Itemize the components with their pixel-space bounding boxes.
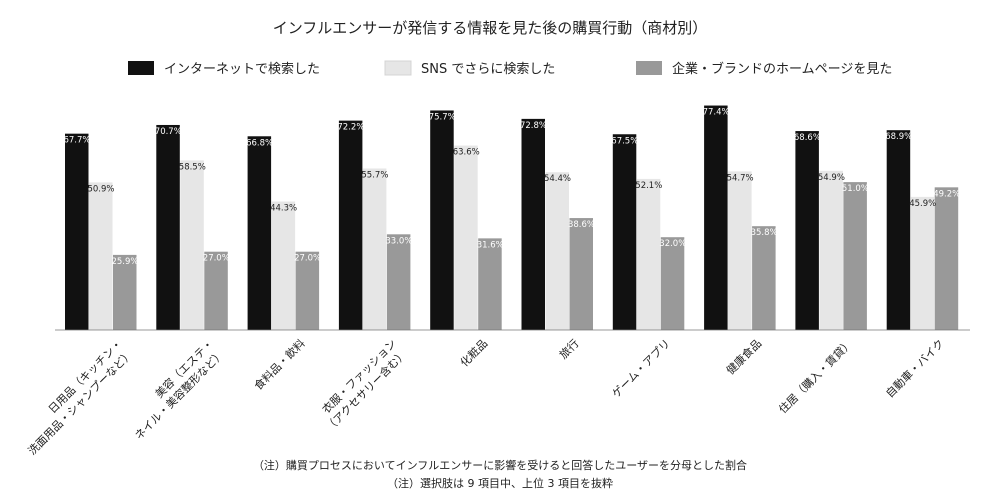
value-label-2-6: 54.4%	[544, 174, 571, 184]
footnote-2: （注）選択肢は 9 項目中、上位 3 項目を抜粋	[387, 476, 613, 490]
bar-2-10	[910, 196, 935, 330]
legend-swatch-3	[636, 61, 662, 75]
bar-2-3	[271, 201, 296, 330]
value-label-1-5: 75.7%	[429, 112, 456, 122]
bar-3-10	[934, 187, 959, 330]
value-label-3-9: 51.0%	[842, 184, 869, 194]
bar-1-5	[430, 110, 454, 330]
category-label-1-line-2: 洗面用品・シャンプーなど）	[26, 348, 136, 458]
category-label-3: 食料品・飲料	[251, 336, 308, 393]
bar-2-1	[89, 182, 113, 330]
category-label-7: ゲーム・アプリ	[610, 337, 673, 400]
footnote-1: （注）購買プロセスにおいてインフルエンサーに影響を受けると回答したユーザーを分母…	[253, 458, 747, 472]
category-label-2-line-2: ネイル・美容整形など）	[132, 347, 227, 442]
value-label-2-3: 44.3%	[270, 204, 297, 214]
bar-3-5	[478, 238, 502, 330]
value-label-2-5: 63.6%	[453, 148, 480, 158]
value-label-3-8: 35.8%	[751, 228, 778, 238]
bar-3-9	[843, 182, 867, 330]
category-label-1: 日用品（キッチン・洗面用品・シャンプーなど）	[15, 337, 136, 458]
value-label-1-9: 68.6%	[794, 133, 821, 143]
category-label-4: 衣服・ファッション（アクセサリー含む）	[312, 336, 410, 434]
bar-3-2	[204, 251, 228, 330]
value-label-1-7: 67.5%	[611, 136, 638, 146]
bar-2-8	[728, 171, 752, 330]
legend-swatch-1	[128, 61, 154, 75]
bar-2-5	[454, 145, 478, 330]
category-label-2: 美容（エステ・ネイル・美容整形など）	[121, 336, 227, 442]
bar-1-3	[247, 136, 272, 330]
bar-3-6	[569, 218, 593, 330]
bar-2-9	[819, 170, 843, 330]
value-label-1-8: 77.4%	[703, 108, 730, 118]
value-label-1-10: 68.9%	[885, 132, 912, 142]
category-label-8: 健康食品	[723, 336, 764, 377]
value-label-2-9: 54.9%	[818, 173, 845, 183]
value-label-2-1: 50.9%	[87, 184, 114, 194]
value-label-2-4: 55.7%	[361, 170, 388, 180]
value-label-3-4: 33.0%	[385, 236, 412, 246]
value-label-3-6: 38.6%	[568, 220, 595, 230]
bar-1-8	[704, 105, 728, 330]
legend-label-1: インターネットで検索した	[164, 62, 320, 77]
value-label-2-10: 45.9%	[909, 199, 936, 209]
bar-3-7	[660, 237, 685, 330]
bar-2-2	[180, 160, 204, 330]
category-label-5: 化粧品	[457, 336, 490, 369]
category-label-5-line-1: 化粧品	[457, 336, 490, 369]
bar-1-9	[795, 131, 819, 330]
category-label-10-line-1: 自動車・バイク	[883, 336, 947, 400]
bar-1-2	[156, 124, 180, 330]
bar-3-8	[752, 226, 776, 330]
bar-1-6	[521, 118, 545, 330]
category-label-9: 住居（購入・賃貸）	[776, 336, 856, 416]
bar-1-7	[612, 134, 637, 330]
bar-3-4	[386, 234, 411, 330]
value-label-1-2: 70.7%	[155, 127, 182, 137]
value-labels: 67.7% 50.9% 25.9% 70.7% 58.5% 27.0% 66.8% 44.3%…	[63, 108, 960, 267]
value-label-1-6: 72.8%	[520, 121, 547, 131]
value-label-1-4: 72.2%	[337, 123, 364, 133]
bar-2-6	[545, 172, 569, 330]
value-label-2-2: 58.5%	[179, 162, 206, 172]
value-label-3-7: 32.0%	[659, 239, 686, 249]
legend-swatch-2	[384, 60, 412, 76]
value-label-2-7: 52.1%	[635, 181, 662, 191]
category-label-3-line-1: 食料品・飲料	[251, 336, 308, 393]
category-label-6: 旅行	[556, 336, 581, 361]
value-label-3-1: 25.9%	[111, 257, 138, 267]
category-label-6-line-1: 旅行	[556, 336, 581, 361]
legend: インターネットで検索した SNS でさらに検索した 企業・ブランドのホームページを見…	[128, 60, 892, 77]
legend-label-2: SNS でさらに検索した	[421, 62, 555, 77]
bars	[65, 105, 959, 331]
legend-label-3: 企業・ブランドのホームページを見た	[672, 61, 892, 77]
value-label-2-8: 54.7%	[727, 173, 754, 183]
value-label-3-2: 27.0%	[203, 254, 230, 264]
bar-3-1	[113, 254, 137, 330]
bar-1-4	[338, 120, 363, 331]
bar-2-7	[636, 178, 661, 330]
value-label-1-1: 67.7%	[63, 136, 90, 146]
bar-2-4	[362, 168, 387, 330]
value-label-3-5: 31.6%	[477, 240, 504, 250]
value-label-3-3: 27.0%	[294, 254, 321, 264]
bar-1-10	[886, 130, 911, 330]
bar-3-3	[295, 251, 320, 330]
category-label-8-line-1: 健康食品	[723, 336, 764, 377]
category-label-9-line-1: 住居（購入・賃貸）	[776, 336, 856, 416]
value-label-3-10: 49.2%	[933, 189, 960, 199]
chart-title: インフルエンサーが発信する情報を見た後の購買行動（商材別）	[273, 19, 708, 37]
value-label-1-3: 66.8%	[246, 138, 273, 148]
category-labels: 日用品（キッチン・洗面用品・シャンプーなど） 美容（エステ・ネイル・美容整形など）…	[15, 336, 947, 458]
category-label-10: 自動車・バイク	[883, 336, 947, 400]
bar-1-1	[65, 133, 89, 330]
category-label-7-line-1: ゲーム・アプリ	[610, 337, 673, 400]
